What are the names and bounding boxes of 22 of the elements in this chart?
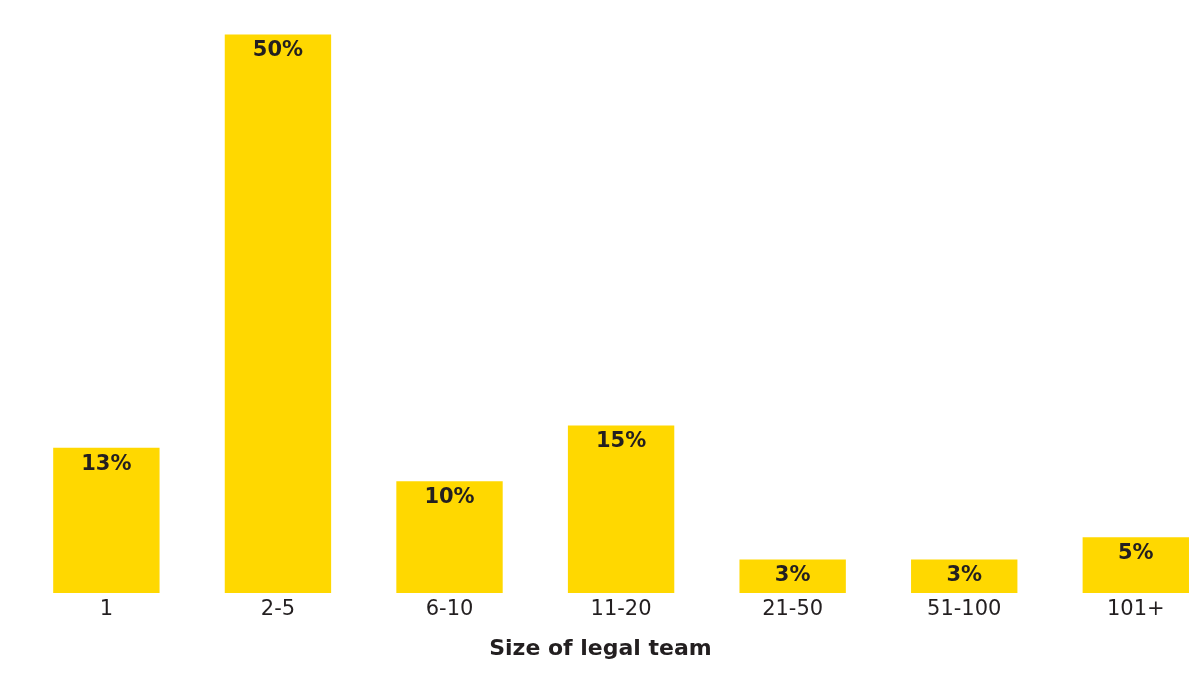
- x-tick-label: 1: [99, 596, 114, 620]
- data-label: 10%: [424, 484, 475, 509]
- data-label: 50%: [252, 37, 304, 62]
- data-label: 15%: [595, 428, 647, 453]
- data-label: 3%: [774, 562, 811, 587]
- data-label: 5%: [1117, 540, 1154, 565]
- x-tick-label: 101+: [1106, 596, 1165, 620]
- x-tick-label: 2-5: [260, 596, 296, 620]
- bar: [53, 447, 160, 593]
- x-tick-label: 51-100: [927, 596, 1002, 620]
- bar: [396, 481, 503, 593]
- data-label: 13%: [81, 450, 132, 475]
- bar: [567, 425, 675, 593]
- bar: [739, 559, 846, 593]
- bar: [224, 34, 332, 593]
- data-label: 3%: [946, 562, 983, 587]
- bar: [911, 559, 1018, 593]
- x-tick-label: 21-50: [762, 596, 824, 620]
- x-axis-title: Size of legal team: [489, 634, 712, 660]
- bar: [1082, 537, 1189, 593]
- x-tick-label: 6-10: [425, 596, 474, 620]
- x-tick-label: 11-20: [590, 596, 652, 620]
